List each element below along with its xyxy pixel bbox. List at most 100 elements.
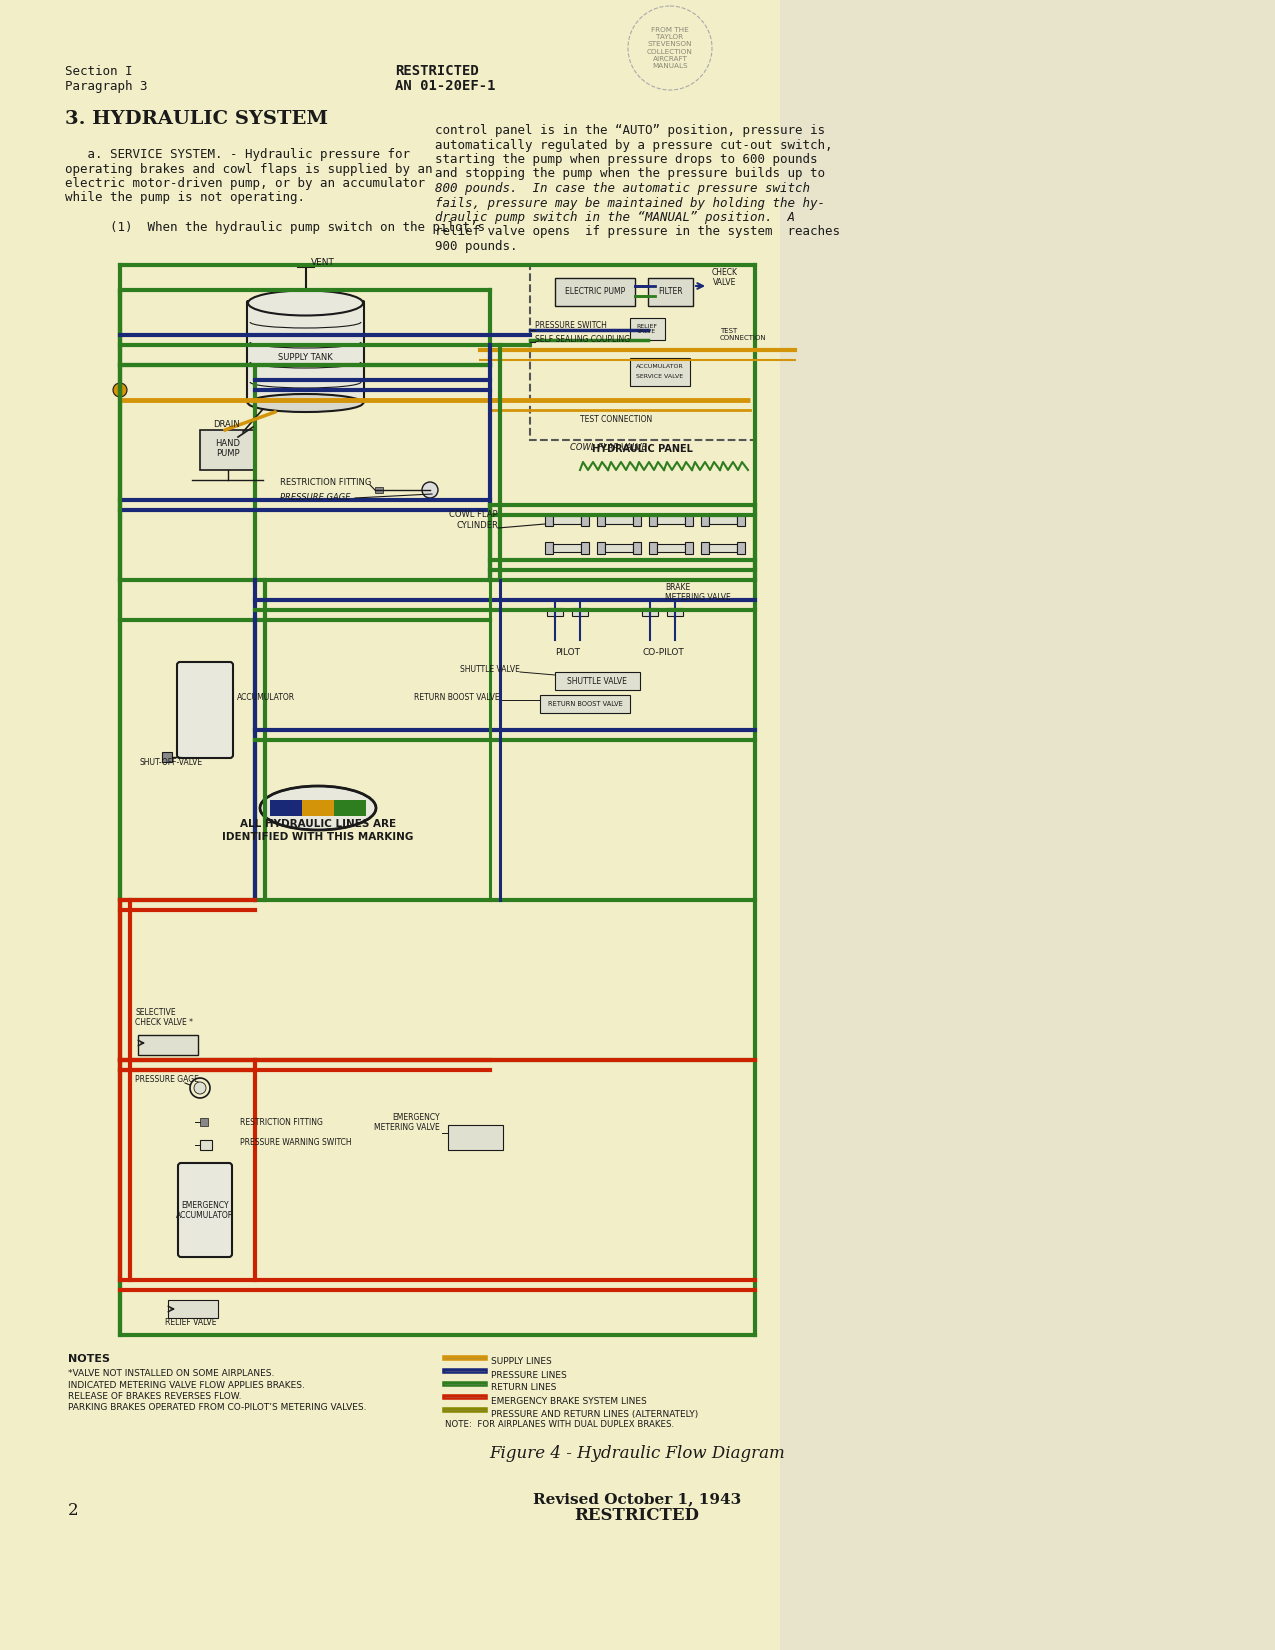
- Text: PUMP: PUMP: [215, 449, 240, 459]
- Bar: [555, 672, 640, 690]
- Text: ALL HYDRAULIC LINES ARE
IDENTIFIED WITH THIS MARKING: ALL HYDRAULIC LINES ARE IDENTIFIED WITH …: [222, 818, 413, 842]
- Bar: [541, 695, 630, 713]
- Bar: [200, 431, 255, 470]
- Text: RELEASE OF BRAKES REVERSES FLOW.: RELEASE OF BRAKES REVERSES FLOW.: [68, 1393, 241, 1401]
- Text: PRESSURE GAGE: PRESSURE GAGE: [280, 493, 351, 502]
- Bar: [737, 541, 745, 554]
- Bar: [701, 515, 709, 526]
- Text: NOTE:  FOR AIRPLANES WITH DUAL DUPLEX BRAKES.: NOTE: FOR AIRPLANES WITH DUAL DUPLEX BRA…: [445, 1421, 674, 1429]
- Text: operating brakes and cowl flaps is supplied by an: operating brakes and cowl flaps is suppl…: [65, 162, 432, 175]
- FancyBboxPatch shape: [179, 1163, 232, 1257]
- Text: HYDRAULIC PANEL: HYDRAULIC PANEL: [592, 444, 692, 454]
- Bar: [597, 541, 606, 554]
- Bar: [667, 607, 683, 615]
- Text: SHUT-OFF-VALVE: SHUT-OFF-VALVE: [140, 757, 203, 767]
- Bar: [555, 277, 635, 305]
- Text: SELECTIVE
CHECK VALVE *: SELECTIVE CHECK VALVE *: [135, 1008, 193, 1026]
- Bar: [200, 1140, 212, 1150]
- Text: SERVICE VALVE: SERVICE VALVE: [636, 375, 683, 380]
- Text: TEST CONNECTION: TEST CONNECTION: [580, 416, 653, 424]
- Ellipse shape: [260, 785, 376, 830]
- Text: RESTRICTION FITTING: RESTRICTION FITTING: [240, 1119, 323, 1127]
- Text: COWL FLAP
CYLINDER: COWL FLAP CYLINDER: [449, 510, 499, 530]
- Bar: [597, 515, 606, 526]
- Text: draulic pump switch in the “MANUAL” position.  A: draulic pump switch in the “MANUAL” posi…: [435, 211, 796, 224]
- Text: 800 pounds.  In case the automatic pressure switch: 800 pounds. In case the automatic pressu…: [435, 182, 810, 195]
- Bar: [709, 544, 737, 553]
- Text: Paragraph 3: Paragraph 3: [65, 79, 148, 92]
- Bar: [709, 516, 737, 525]
- Text: PRESSURE AND RETURN LINES (ALTERNATELY): PRESSURE AND RETURN LINES (ALTERNATELY): [491, 1409, 699, 1419]
- Text: PRESSURE LINES: PRESSURE LINES: [491, 1371, 567, 1379]
- Text: NOTES: NOTES: [68, 1355, 110, 1365]
- Bar: [168, 1300, 218, 1318]
- Bar: [138, 1035, 198, 1054]
- Bar: [351, 800, 366, 817]
- FancyBboxPatch shape: [177, 662, 233, 757]
- Text: control panel is in the “AUTO” position, pressure is: control panel is in the “AUTO” position,…: [435, 124, 825, 137]
- Text: 2: 2: [68, 1502, 79, 1520]
- Bar: [632, 541, 641, 554]
- Bar: [630, 358, 690, 386]
- Bar: [553, 544, 581, 553]
- FancyBboxPatch shape: [247, 300, 363, 403]
- Text: PRESSURE GAGE: PRESSURE GAGE: [135, 1076, 199, 1084]
- Text: SHUTTLE VALVE: SHUTTLE VALVE: [460, 665, 520, 673]
- Text: VENT: VENT: [311, 257, 334, 267]
- Bar: [302, 800, 317, 817]
- Text: EMERGENCY
METERING VALVE: EMERGENCY METERING VALVE: [375, 1112, 440, 1132]
- Bar: [200, 1119, 208, 1125]
- Text: Section I: Section I: [65, 64, 133, 78]
- Bar: [286, 800, 302, 817]
- Text: and stopping the pump when the pressure builds up to: and stopping the pump when the pressure …: [435, 168, 825, 180]
- Bar: [632, 515, 641, 526]
- Bar: [317, 800, 334, 817]
- Text: COWL FLAP VALVE: COWL FLAP VALVE: [570, 442, 646, 452]
- Bar: [572, 607, 588, 615]
- Text: PRESSURE WARNING SWITCH: PRESSURE WARNING SWITCH: [240, 1138, 352, 1147]
- Text: a. SERVICE SYSTEM. - Hydraulic pressure for: a. SERVICE SYSTEM. - Hydraulic pressure …: [65, 148, 411, 162]
- Text: relief valve opens  if pressure in the system  reaches: relief valve opens if pressure in the sy…: [435, 226, 840, 239]
- Text: ACCUMULATOR: ACCUMULATOR: [237, 693, 295, 701]
- Bar: [649, 541, 657, 554]
- Text: RELIEF VALVE: RELIEF VALVE: [164, 1318, 217, 1327]
- Bar: [630, 318, 666, 340]
- Text: PARKING BRAKES OPERATED FROM CO-PILOT’S METERING VALVES.: PARKING BRAKES OPERATED FROM CO-PILOT’S …: [68, 1404, 366, 1412]
- Text: RESTRICTION FITTING: RESTRICTION FITTING: [280, 478, 371, 487]
- Bar: [553, 516, 581, 525]
- Text: RESTRICTED: RESTRICTED: [575, 1506, 700, 1525]
- Text: FILTER: FILTER: [658, 287, 683, 297]
- Text: EMERGENCY
ACCUMULATOR: EMERGENCY ACCUMULATOR: [176, 1201, 235, 1219]
- Circle shape: [194, 1082, 207, 1094]
- Text: HAND: HAND: [215, 439, 240, 449]
- Bar: [581, 515, 589, 526]
- Text: INDICATED METERING VALVE FLOW APPLIES BRAKES.: INDICATED METERING VALVE FLOW APPLIES BR…: [68, 1381, 305, 1389]
- Bar: [581, 541, 589, 554]
- Bar: [701, 541, 709, 554]
- Bar: [270, 800, 286, 817]
- Bar: [657, 544, 685, 553]
- Text: RETURN BOOST VALVE: RETURN BOOST VALVE: [414, 693, 500, 701]
- Text: SELF SEALING COUPLING: SELF SEALING COUPLING: [536, 335, 630, 343]
- Text: SUPPLY LINES: SUPPLY LINES: [491, 1358, 552, 1366]
- Bar: [780, 0, 1275, 1650]
- Text: FROM THE
TAYLOR
STEVENSON
COLLECTION
AIRCRAFT
MANUALS: FROM THE TAYLOR STEVENSON COLLECTION AIR…: [646, 26, 692, 69]
- Bar: [375, 487, 382, 493]
- Bar: [162, 752, 172, 762]
- Text: starting the pump when pressure drops to 600 pounds: starting the pump when pressure drops to…: [435, 153, 817, 167]
- Text: electric motor-driven pump, or by an accumulator: electric motor-driven pump, or by an acc…: [65, 177, 425, 190]
- Text: CO-PILOT: CO-PILOT: [643, 648, 683, 657]
- Text: SHUTTLE VALVE: SHUTTLE VALVE: [567, 676, 627, 685]
- Text: fails, pressure may be maintained by holding the hy-: fails, pressure may be maintained by hol…: [435, 196, 825, 210]
- Text: SUPPLY TANK: SUPPLY TANK: [278, 353, 333, 361]
- Bar: [547, 607, 564, 615]
- Bar: [648, 277, 694, 305]
- Text: (1)  When the hydraulic pump switch on the pilot’s: (1) When the hydraulic pump switch on th…: [65, 221, 484, 234]
- Bar: [685, 541, 694, 554]
- Text: EMERGENCY BRAKE SYSTEM LINES: EMERGENCY BRAKE SYSTEM LINES: [491, 1396, 646, 1406]
- Bar: [334, 800, 351, 817]
- Text: RETURN BOOST VALVE: RETURN BOOST VALVE: [548, 701, 622, 706]
- Text: DRAIN: DRAIN: [213, 421, 240, 429]
- Circle shape: [113, 383, 128, 398]
- Bar: [606, 516, 632, 525]
